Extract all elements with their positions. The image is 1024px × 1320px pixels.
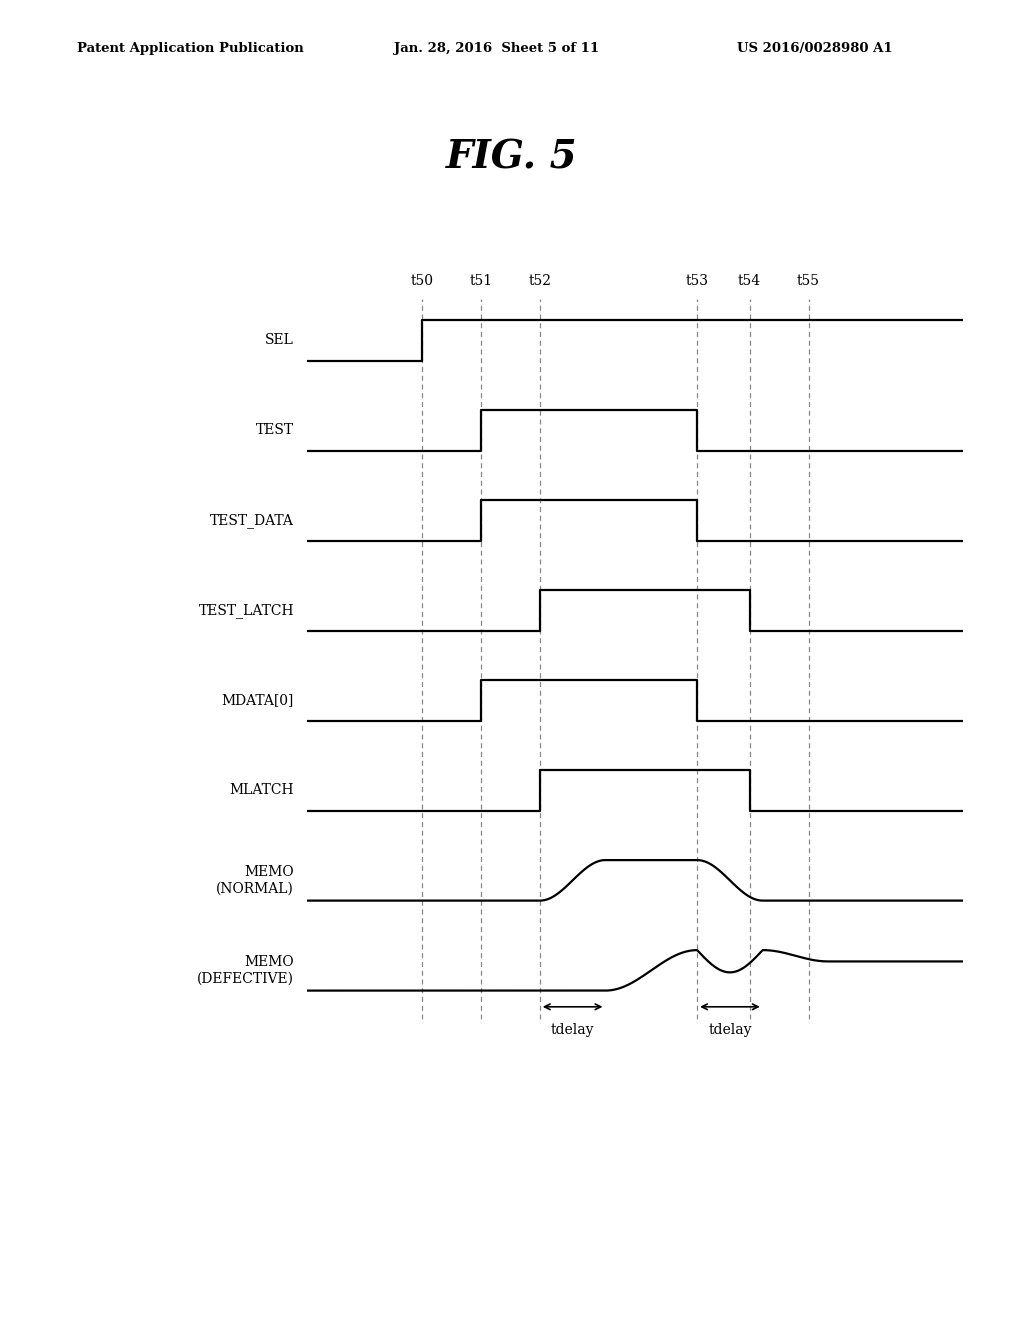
Text: MDATA[0]: MDATA[0]	[222, 693, 294, 708]
Text: MEMO
(NORMAL): MEMO (NORMAL)	[216, 865, 294, 895]
Text: TEST_LATCH: TEST_LATCH	[199, 603, 294, 618]
Text: MLATCH: MLATCH	[229, 783, 294, 797]
Text: t51: t51	[469, 273, 493, 288]
Text: US 2016/0028980 A1: US 2016/0028980 A1	[737, 42, 893, 55]
Text: t52: t52	[528, 273, 551, 288]
Text: t50: t50	[411, 273, 433, 288]
Text: TEST_DATA: TEST_DATA	[210, 513, 294, 528]
Text: FIG. 5: FIG. 5	[446, 139, 578, 177]
Text: t54: t54	[738, 273, 761, 288]
Text: t55: t55	[797, 273, 820, 288]
Text: tdelay: tdelay	[551, 1023, 594, 1038]
Text: SEL: SEL	[265, 334, 294, 347]
Text: TEST: TEST	[256, 424, 294, 437]
Text: MEMO
(DEFECTIVE): MEMO (DEFECTIVE)	[197, 956, 294, 986]
Text: t53: t53	[686, 273, 709, 288]
Text: tdelay: tdelay	[709, 1023, 752, 1038]
Text: Jan. 28, 2016  Sheet 5 of 11: Jan. 28, 2016 Sheet 5 of 11	[394, 42, 599, 55]
Text: Patent Application Publication: Patent Application Publication	[77, 42, 303, 55]
